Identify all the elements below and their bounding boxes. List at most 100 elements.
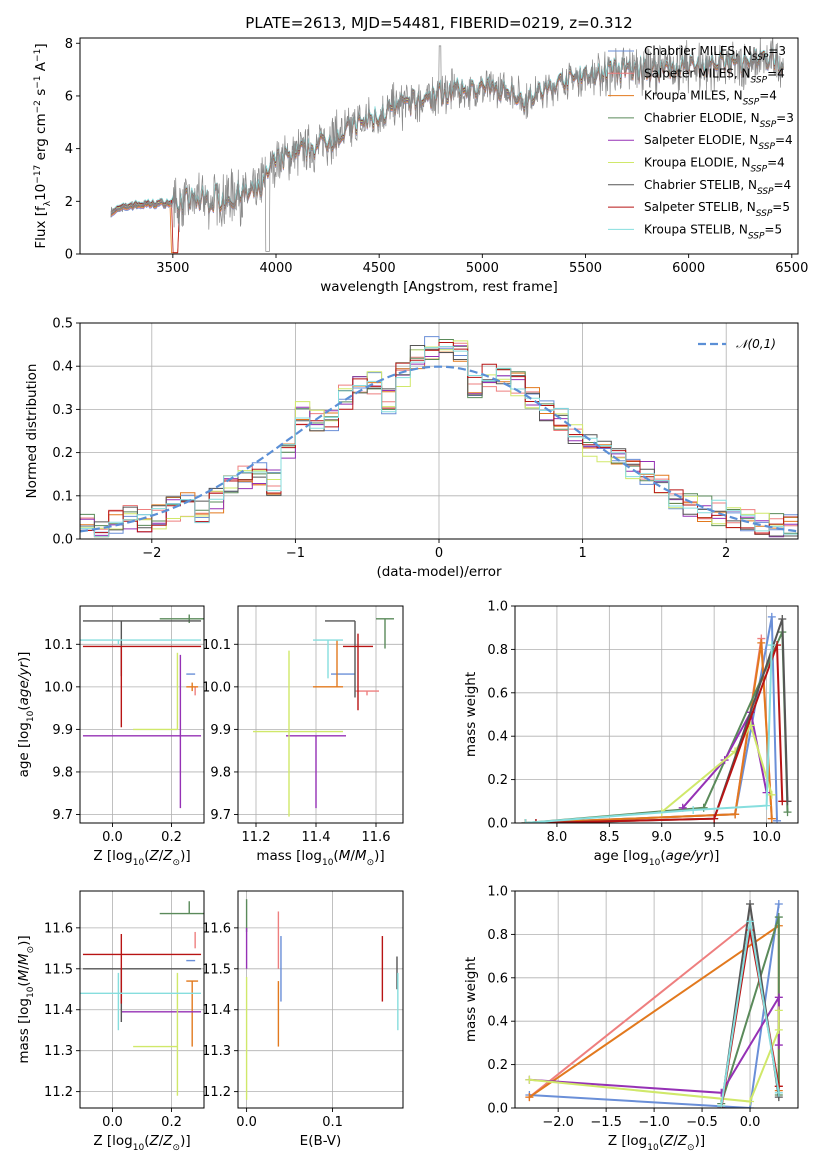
x-axis-label: mass [log10(M/M⊙)] bbox=[256, 848, 384, 868]
y-tick-label: 11.4 bbox=[44, 1003, 73, 1018]
legend-label: Salpeter STELIB, NSSP=5 bbox=[644, 200, 790, 219]
mass_vs_EBV-plot-area bbox=[245, 899, 399, 1100]
label-part: s bbox=[33, 89, 49, 100]
weight-marker bbox=[767, 612, 776, 621]
y-tick-label: 0.6 bbox=[487, 971, 508, 986]
weight-marker bbox=[774, 993, 783, 1002]
label-part: Flux [f bbox=[33, 205, 49, 249]
label-part: SSP bbox=[760, 120, 777, 130]
label-part: SSP bbox=[743, 98, 760, 108]
weight-marker bbox=[689, 805, 698, 814]
label-part: Normed distribution bbox=[24, 364, 40, 499]
label-part: A bbox=[33, 61, 49, 75]
label-part: Z bbox=[663, 1133, 674, 1149]
y-tick-label: 0.3 bbox=[52, 403, 73, 418]
x-tick-label: 4500 bbox=[363, 261, 396, 276]
label-part: Chabrier ELODIE, N bbox=[644, 111, 760, 125]
y-tick-label: 11.2 bbox=[202, 1085, 231, 1100]
y-tick-label: 0 bbox=[65, 248, 73, 263]
label-part: (data-model)/error bbox=[376, 564, 502, 580]
weight-marker bbox=[767, 814, 776, 823]
y-tick-label: 9.7 bbox=[210, 808, 231, 823]
y-tick-label: 11.2 bbox=[44, 1085, 73, 1100]
y-tick-label: 11.5 bbox=[44, 962, 73, 977]
x-tick-label: 11.4 bbox=[302, 830, 331, 845]
y-tick-label: 10.0 bbox=[44, 680, 73, 695]
label-part: 10 bbox=[649, 858, 661, 868]
label-part: Salpeter ELODIE, N bbox=[644, 133, 758, 147]
label-part: SSP bbox=[758, 142, 775, 152]
legend-label: Salpeter MILES, NSSP=4 bbox=[644, 66, 785, 85]
label-part: Z [log bbox=[608, 1133, 647, 1149]
age_vs_mass-plot-area bbox=[253, 618, 394, 817]
weight-marker bbox=[774, 1041, 783, 1050]
spectrum-data-line bbox=[110, 38, 784, 252]
weight_vs_age-plot-area bbox=[521, 612, 792, 823]
y-axis-label: mass weight bbox=[463, 672, 479, 757]
x-tick-label: 6000 bbox=[672, 261, 705, 276]
label-part: erg cm bbox=[33, 113, 49, 164]
label-part: M bbox=[339, 848, 351, 864]
weight-marker bbox=[525, 1075, 534, 1084]
x-tick-label: 0 bbox=[435, 546, 443, 561]
label-part: 10 bbox=[647, 1143, 659, 1153]
y-tick-label: 10.1 bbox=[202, 638, 231, 653]
weight-series-line bbox=[535, 644, 784, 823]
y-tick-label: 0.4 bbox=[52, 360, 73, 375]
y-tick-label: 0.2 bbox=[487, 773, 508, 788]
label-part: / bbox=[159, 1133, 164, 1149]
weight_vs_Z-panel: −2.0 −1.5 −1.0 −0.5 0.0 0.0 0.2 0.4 0.6 0.8 1.0 Z [… bbox=[463, 885, 799, 1153]
normal-curve bbox=[80, 365, 798, 533]
label-part: =4 bbox=[759, 89, 777, 103]
label-part: )] bbox=[709, 848, 720, 864]
label-part: Salpeter STELIB, N bbox=[644, 200, 756, 214]
label-part: mass weight bbox=[463, 957, 479, 1042]
label-part: ⊙ bbox=[26, 946, 36, 954]
y-tick-label: 9.9 bbox=[52, 723, 73, 738]
weight-marker bbox=[767, 790, 776, 799]
y-tick-label: 10.1 bbox=[44, 638, 73, 653]
x-tick-label: 0.2 bbox=[161, 1115, 182, 1130]
label-part: =5 bbox=[772, 200, 790, 214]
x-tick-label: −2.0 bbox=[542, 1115, 574, 1130]
legend-label: Chabrier STELIB, NSSP=4 bbox=[644, 178, 791, 197]
residuals-plot-area bbox=[80, 336, 798, 538]
x-tick-label: 0.0 bbox=[102, 1115, 123, 1130]
label-part: mass weight bbox=[463, 672, 479, 757]
label-part: / bbox=[159, 848, 164, 864]
y-tick-label: 11.3 bbox=[44, 1044, 73, 1059]
label-part: ( bbox=[144, 848, 149, 864]
label-part: ( bbox=[333, 848, 338, 864]
age_vs_mass-panel: 11.2 11.4 11.6 9.7 9.8 9.9 10.0 10.1 mass [log10… bbox=[202, 605, 404, 868]
label-part: Z bbox=[162, 848, 173, 864]
y-tick-label: 1.0 bbox=[487, 885, 508, 900]
age_vs_Z-frame bbox=[79, 605, 205, 824]
label-part: age/yr bbox=[666, 848, 711, 864]
y-tick-label: 4 bbox=[65, 142, 73, 157]
weight-marker bbox=[710, 814, 719, 823]
x-tick-label: 4000 bbox=[259, 261, 292, 276]
y-tick-label: 9.8 bbox=[210, 765, 231, 780]
y-tick-label: 11.4 bbox=[202, 1003, 231, 1018]
x-axis-label: E(B-V) bbox=[300, 1133, 342, 1149]
y-tick-label: 11.3 bbox=[202, 1044, 231, 1059]
label-part: mass [log bbox=[256, 848, 322, 864]
mass_vs_EBV-frame bbox=[237, 890, 404, 1109]
legend-label: Salpeter ELODIE, NSSP=4 bbox=[644, 133, 793, 152]
spectrum-frame bbox=[79, 37, 799, 255]
legend-label: Kroupa MILES, NSSP=4 bbox=[644, 89, 777, 108]
age_vs_mass-frame bbox=[237, 605, 404, 824]
x-axis-label: Z [log10(Z/Z⊙)] bbox=[93, 1133, 190, 1153]
label-part: Kroupa MILES, N bbox=[644, 89, 743, 103]
label-part: 10 bbox=[133, 858, 145, 868]
label-part: age [log bbox=[16, 722, 32, 777]
weight-series-line bbox=[529, 903, 780, 1108]
label-part: M bbox=[16, 969, 32, 981]
spectrum-plot-area bbox=[110, 38, 784, 254]
y-tick-label: 0.4 bbox=[487, 1015, 508, 1030]
weight-marker bbox=[783, 808, 792, 817]
label-part: SSP bbox=[752, 53, 769, 63]
label-part: −17 bbox=[33, 165, 43, 184]
label-part: SSP bbox=[751, 165, 768, 175]
residual-histogram bbox=[80, 346, 798, 538]
